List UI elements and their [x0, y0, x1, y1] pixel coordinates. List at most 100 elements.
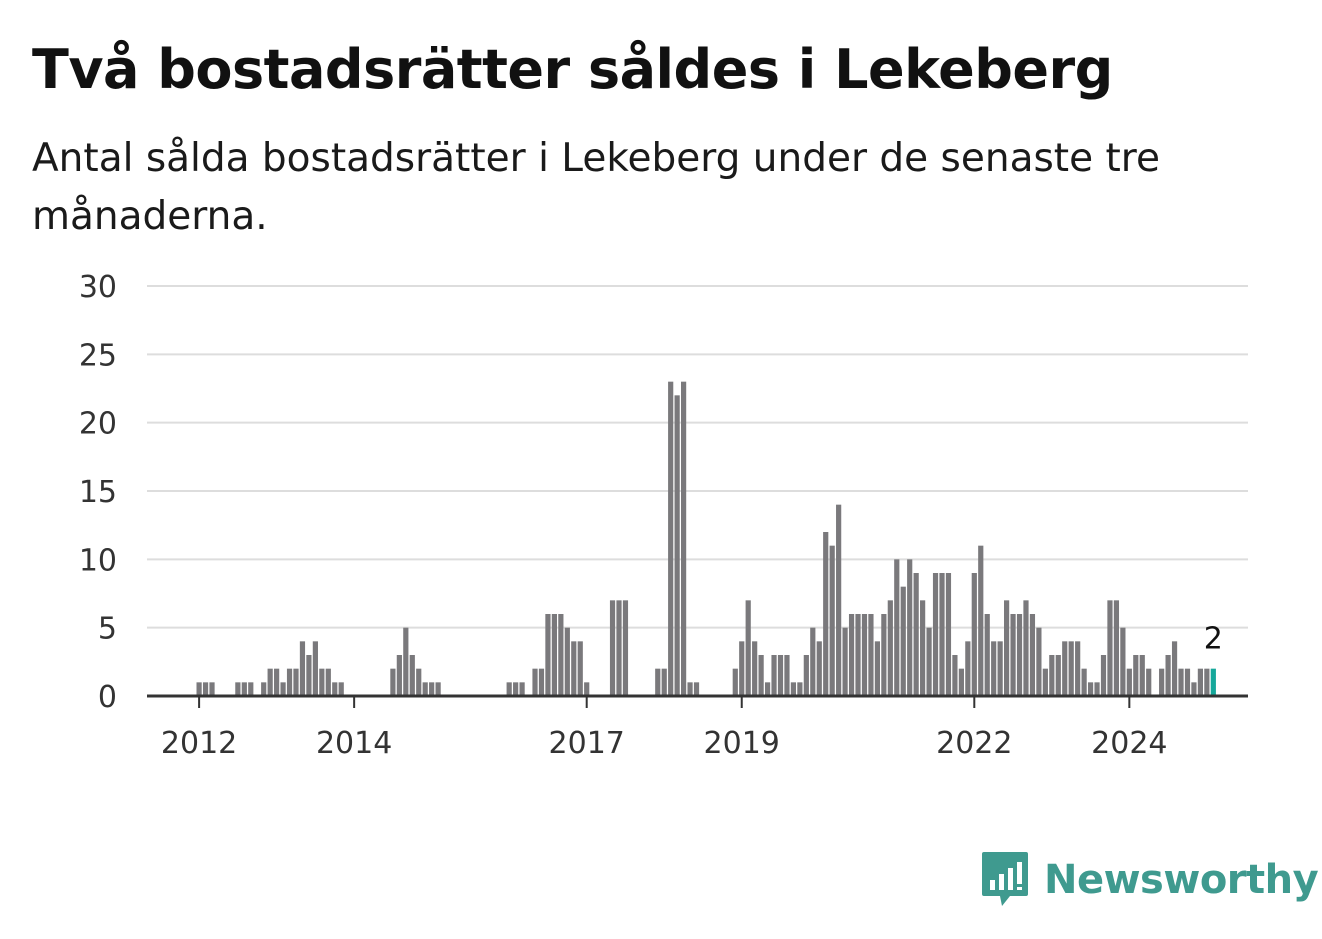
bar: [907, 559, 913, 696]
bar: [829, 545, 835, 696]
bar: [519, 682, 525, 696]
bar: [855, 614, 861, 696]
bar: [435, 682, 441, 696]
bar: [248, 682, 254, 696]
y-tick-label: 20: [79, 407, 117, 442]
bar: [396, 655, 402, 696]
bar: [920, 600, 926, 696]
y-tick-label: 30: [79, 270, 117, 305]
bar: [932, 573, 939, 696]
bar: [584, 682, 590, 696]
bar: [1023, 600, 1029, 696]
bars: [196, 381, 1216, 696]
bar: [1055, 655, 1061, 696]
x-tick-label: 2017: [549, 726, 625, 761]
bar: [790, 682, 797, 696]
bar: [732, 668, 738, 696]
bar: [1029, 614, 1036, 696]
bar: [1139, 655, 1145, 696]
axes: [147, 694, 1248, 708]
bar: [403, 627, 409, 696]
bar: [1068, 641, 1074, 696]
chart-subtitle: Antal sålda bostadsrätter i Lekeberg und…: [32, 136, 1160, 239]
bar: [758, 655, 764, 696]
bar: [1016, 614, 1023, 696]
y-tick-label: 25: [79, 338, 117, 373]
bar: [874, 641, 880, 696]
bar: [1075, 641, 1081, 696]
bar: [926, 627, 932, 696]
bar: [538, 668, 545, 696]
bar: [913, 573, 919, 696]
bar: [1081, 668, 1087, 696]
bar: [971, 573, 977, 696]
bar: [1126, 668, 1132, 696]
bar: [861, 614, 868, 696]
bar: [745, 600, 751, 696]
bar: [836, 504, 842, 696]
bar: [1036, 627, 1042, 696]
bar: [952, 655, 958, 696]
bar: [241, 682, 247, 696]
bar: [1146, 668, 1152, 696]
bar: [196, 682, 202, 696]
bar: [777, 655, 784, 696]
bar: [816, 641, 822, 696]
bar: [558, 614, 564, 696]
bar: [332, 682, 338, 696]
brand-name: Newsworthy: [1044, 857, 1319, 903]
bar: [823, 532, 829, 696]
bar: [945, 573, 952, 696]
bar: [848, 614, 855, 696]
bar: [810, 627, 816, 696]
bar: [1178, 668, 1184, 696]
bar: [416, 668, 422, 696]
bar: [668, 381, 674, 696]
bar: [325, 668, 331, 696]
bar: [1120, 627, 1126, 696]
bar: [299, 641, 306, 696]
newsworthy-logo[interactable]: Newsworthy: [980, 850, 1319, 910]
bar: [965, 641, 971, 696]
bar: [286, 668, 293, 696]
bar: [280, 682, 286, 696]
bar: [274, 668, 280, 696]
bar: [1171, 641, 1178, 696]
bar: [1042, 668, 1048, 696]
bar: [900, 586, 906, 696]
bar: [842, 627, 848, 696]
bar: [894, 559, 900, 696]
tick-labels: 0 5 10 15 20 25 30 2012 2014 2017 2019 2022 2024 2: [79, 270, 1223, 761]
bar: [739, 641, 745, 696]
bar: [797, 682, 803, 696]
bar: [784, 655, 790, 696]
x-tick-label: 2022: [936, 726, 1012, 761]
bar: [693, 682, 700, 696]
bar: [1100, 655, 1107, 696]
bar: [1107, 600, 1113, 696]
bar: [1191, 682, 1197, 696]
bar: [513, 682, 519, 696]
gridlines: [147, 285, 1248, 629]
bar: [764, 682, 771, 696]
bar: [681, 381, 687, 696]
bar: [319, 668, 325, 696]
bar: [409, 655, 415, 696]
bar: [312, 641, 318, 696]
y-tick-label: 5: [98, 612, 117, 647]
bar: [1010, 614, 1016, 696]
bar: [235, 682, 241, 696]
x-tick-label: 2024: [1091, 726, 1167, 761]
bar: [687, 682, 693, 696]
y-tick-label: 10: [79, 543, 117, 578]
bar: [939, 573, 945, 696]
bar: [674, 395, 680, 696]
bar: [978, 545, 984, 696]
bar: [306, 655, 312, 696]
chart-title: Två bostadsrätter såldes i Lekeberg: [32, 38, 1113, 101]
bar: [551, 614, 557, 696]
newsworthy-logo-icon: [982, 852, 1028, 906]
x-tick-label: 2012: [161, 726, 237, 761]
bar: [984, 614, 990, 696]
x-tick-label: 2019: [704, 726, 780, 761]
